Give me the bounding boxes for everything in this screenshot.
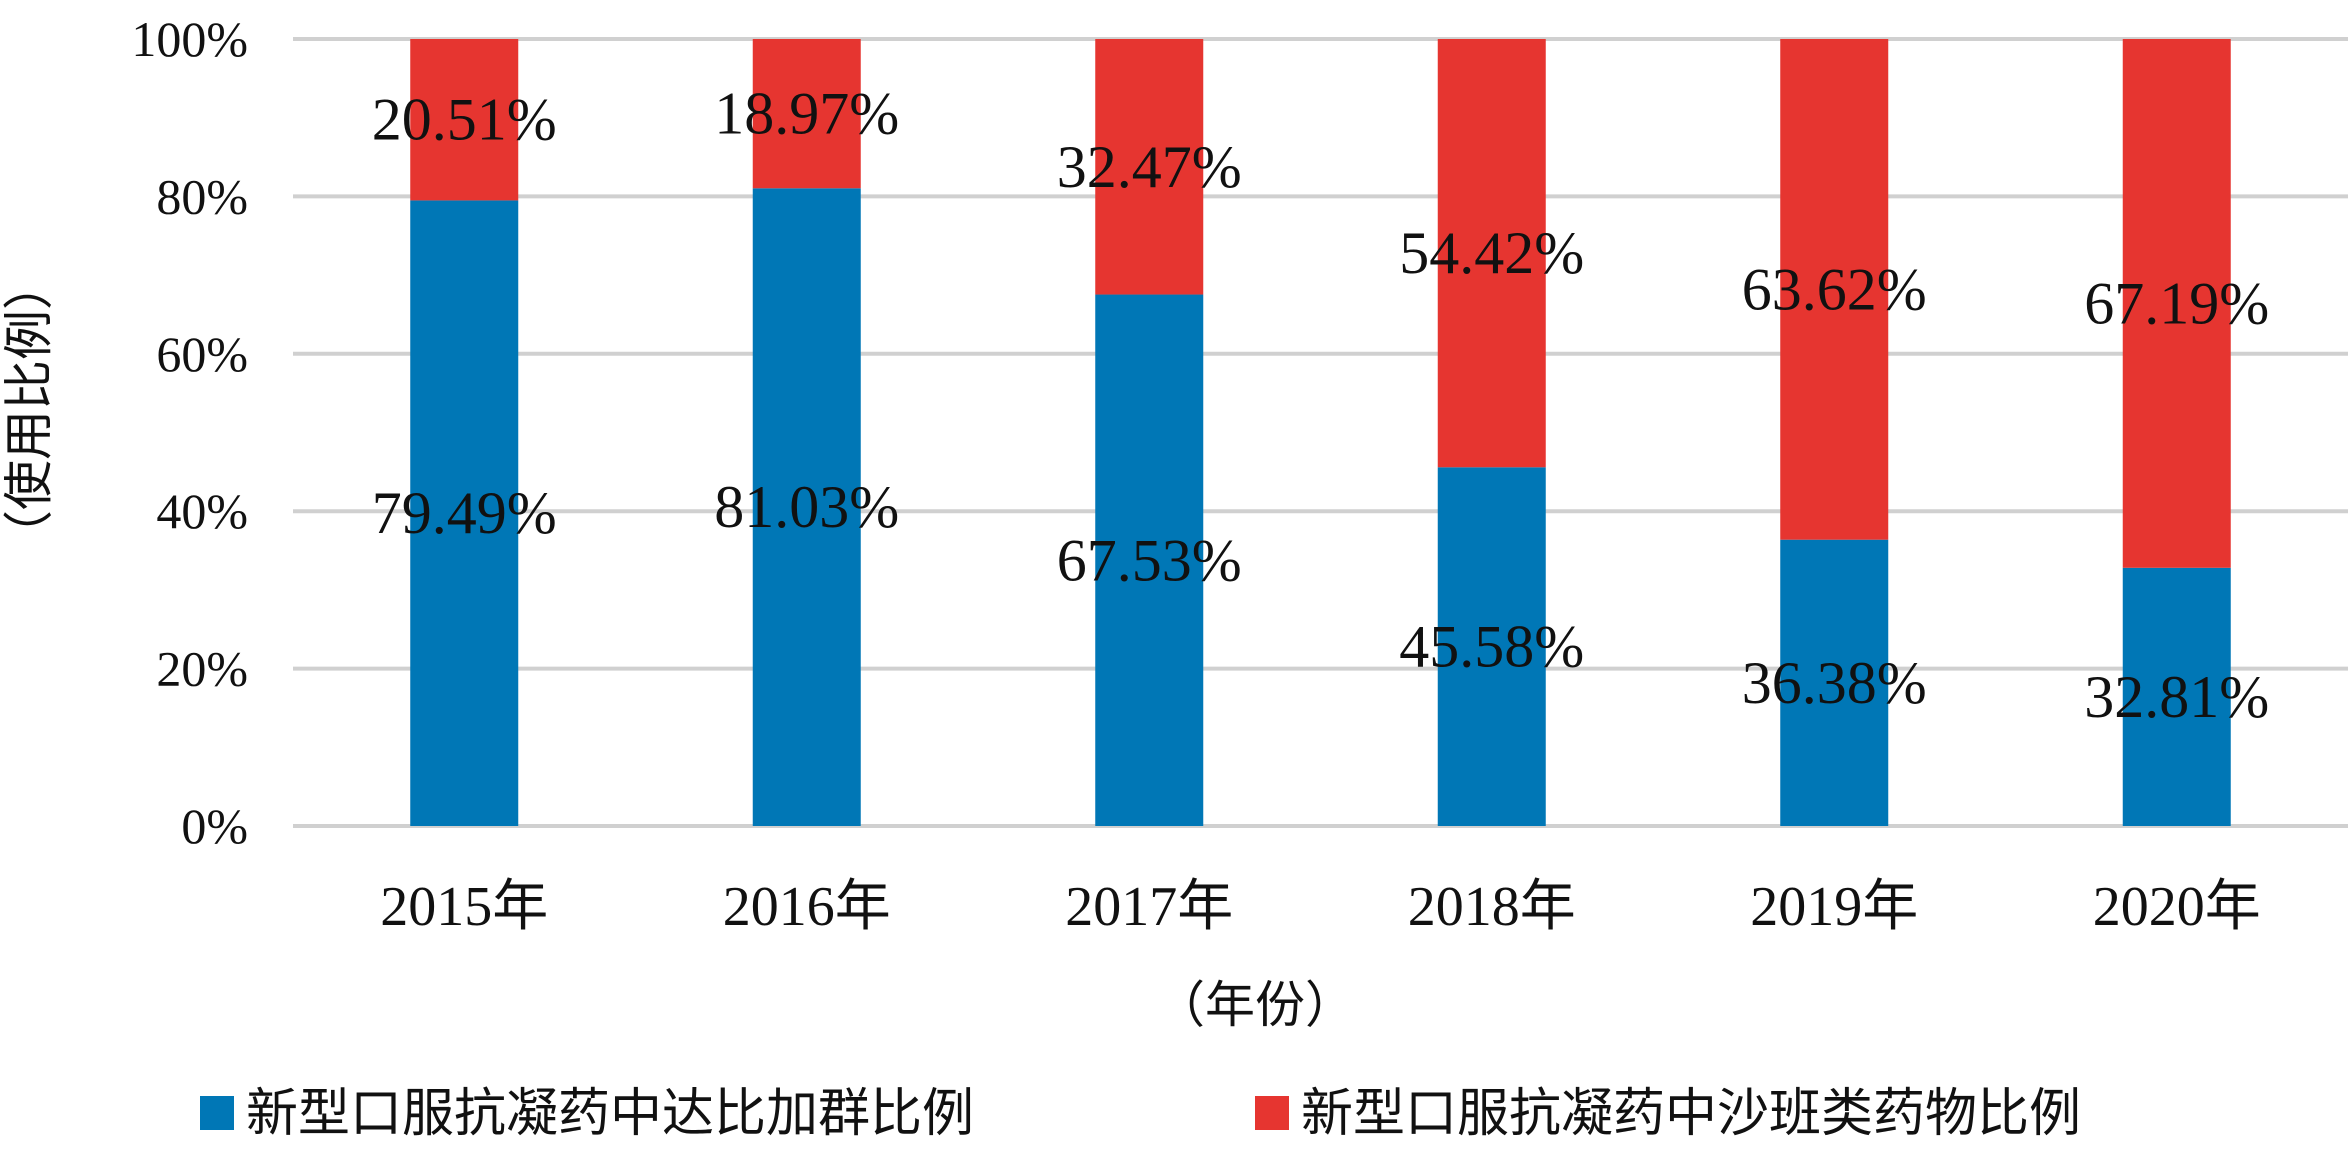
bar-segment (1780, 39, 1889, 540)
y-tick-label: 20% (156, 641, 248, 697)
bar-segment (2122, 567, 2231, 826)
legend-label: 新型口服抗凝药中达比加群比例 (246, 1084, 974, 1144)
y-axis-title: （使用比例） (0, 260, 58, 560)
legend: 新型口服抗凝药中达比加群比例 新型口服抗凝药中沙班类药物比例 (200, 1084, 2081, 1144)
y-tick-label: 0% (181, 798, 248, 854)
data-label: 54.42% (1399, 220, 1584, 286)
x-tick-label: 2019年 (1750, 876, 1918, 938)
bars (410, 39, 2231, 827)
x-axis-ticks: 2015年 2016年 2017年 2018年 2019年 2020年 (380, 876, 2261, 938)
bar-segment (1437, 467, 1546, 826)
bar-segment (2122, 39, 2231, 568)
data-label: 79.49% (372, 480, 557, 546)
y-tick-label: 100% (131, 11, 248, 67)
legend-swatch (200, 1096, 234, 1130)
x-tick-label: 2015年 (380, 876, 548, 938)
x-tick-label: 2018年 (1408, 876, 1576, 938)
data-label: 32.47% (1057, 134, 1242, 200)
bar-segment (1095, 294, 1204, 826)
y-tick-label: 40% (156, 483, 248, 539)
x-tick-label: 2017年 (1065, 876, 1233, 938)
legend-swatch (1255, 1096, 1289, 1130)
x-tick-label: 2016年 (723, 876, 891, 938)
y-tick-label: 60% (156, 326, 248, 382)
data-label: 36.38% (1742, 650, 1927, 716)
data-labels: 79.49% 20.51% 81.03% 18.97% 67.53% 32.47% 45.5… (372, 81, 2269, 730)
bar-segment (1095, 39, 1204, 295)
y-axis-ticks: 0% 20% 40% 60% 80% 100% (131, 11, 248, 854)
bar-segment (752, 188, 861, 827)
data-label: 67.19% (2084, 270, 2269, 336)
data-label: 63.62% (1742, 256, 1927, 322)
bar-segment (410, 200, 519, 826)
grid-lines (293, 37, 2348, 828)
data-label: 45.58% (1399, 614, 1584, 680)
legend-label: 新型口服抗凝药中沙班类药物比例 (1301, 1084, 2081, 1144)
bar-segment (1780, 539, 1889, 826)
data-label: 81.03% (714, 474, 899, 540)
bar-segment (752, 39, 861, 189)
x-axis-title: （年份） (1155, 976, 1355, 1034)
bar-segment (410, 39, 519, 201)
data-label: 20.51% (372, 87, 557, 153)
x-tick-label: 2020年 (2093, 876, 2261, 938)
data-label: 18.97% (714, 81, 899, 147)
data-label: 67.53% (1057, 527, 1242, 593)
bar-segment (1437, 39, 1546, 468)
y-tick-label: 80% (156, 168, 248, 224)
data-label: 32.81% (2084, 664, 2269, 730)
